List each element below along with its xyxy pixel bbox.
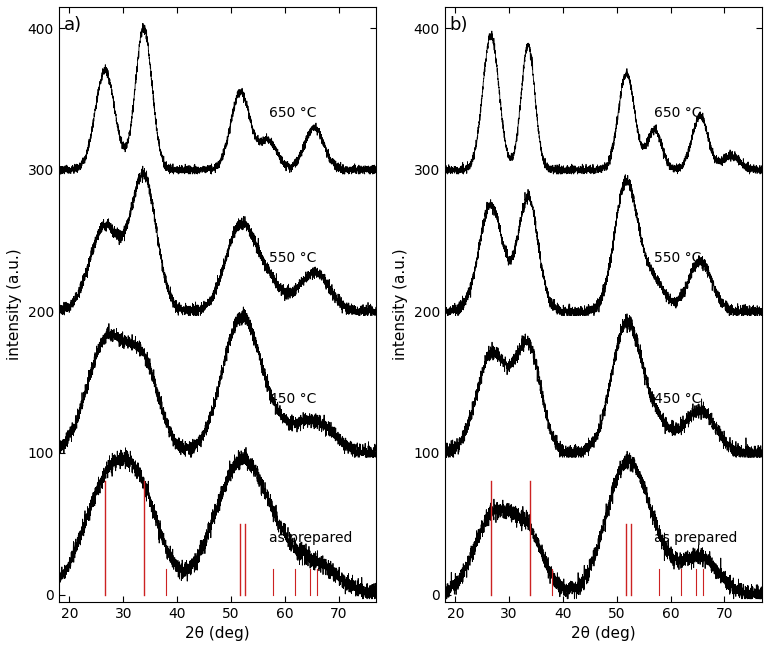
Y-axis label: intensity (a.u.): intensity (a.u.) — [7, 248, 22, 360]
Text: a): a) — [64, 16, 82, 34]
X-axis label: 2θ (deg): 2θ (deg) — [185, 626, 250, 641]
Text: b): b) — [449, 16, 468, 34]
Text: as prepared: as prepared — [654, 531, 737, 545]
Y-axis label: intensity (a.u.): intensity (a.u.) — [393, 248, 408, 360]
Text: 550 °C: 550 °C — [654, 251, 702, 264]
Text: 450 °C: 450 °C — [654, 392, 702, 406]
Text: 550 °C: 550 °C — [268, 251, 316, 264]
X-axis label: 2θ (deg): 2θ (deg) — [571, 626, 636, 641]
Text: 450 °C: 450 °C — [268, 392, 316, 406]
Text: 650 °C: 650 °C — [654, 106, 702, 120]
Text: as prepared: as prepared — [268, 531, 352, 545]
Text: 650 °C: 650 °C — [268, 106, 316, 120]
